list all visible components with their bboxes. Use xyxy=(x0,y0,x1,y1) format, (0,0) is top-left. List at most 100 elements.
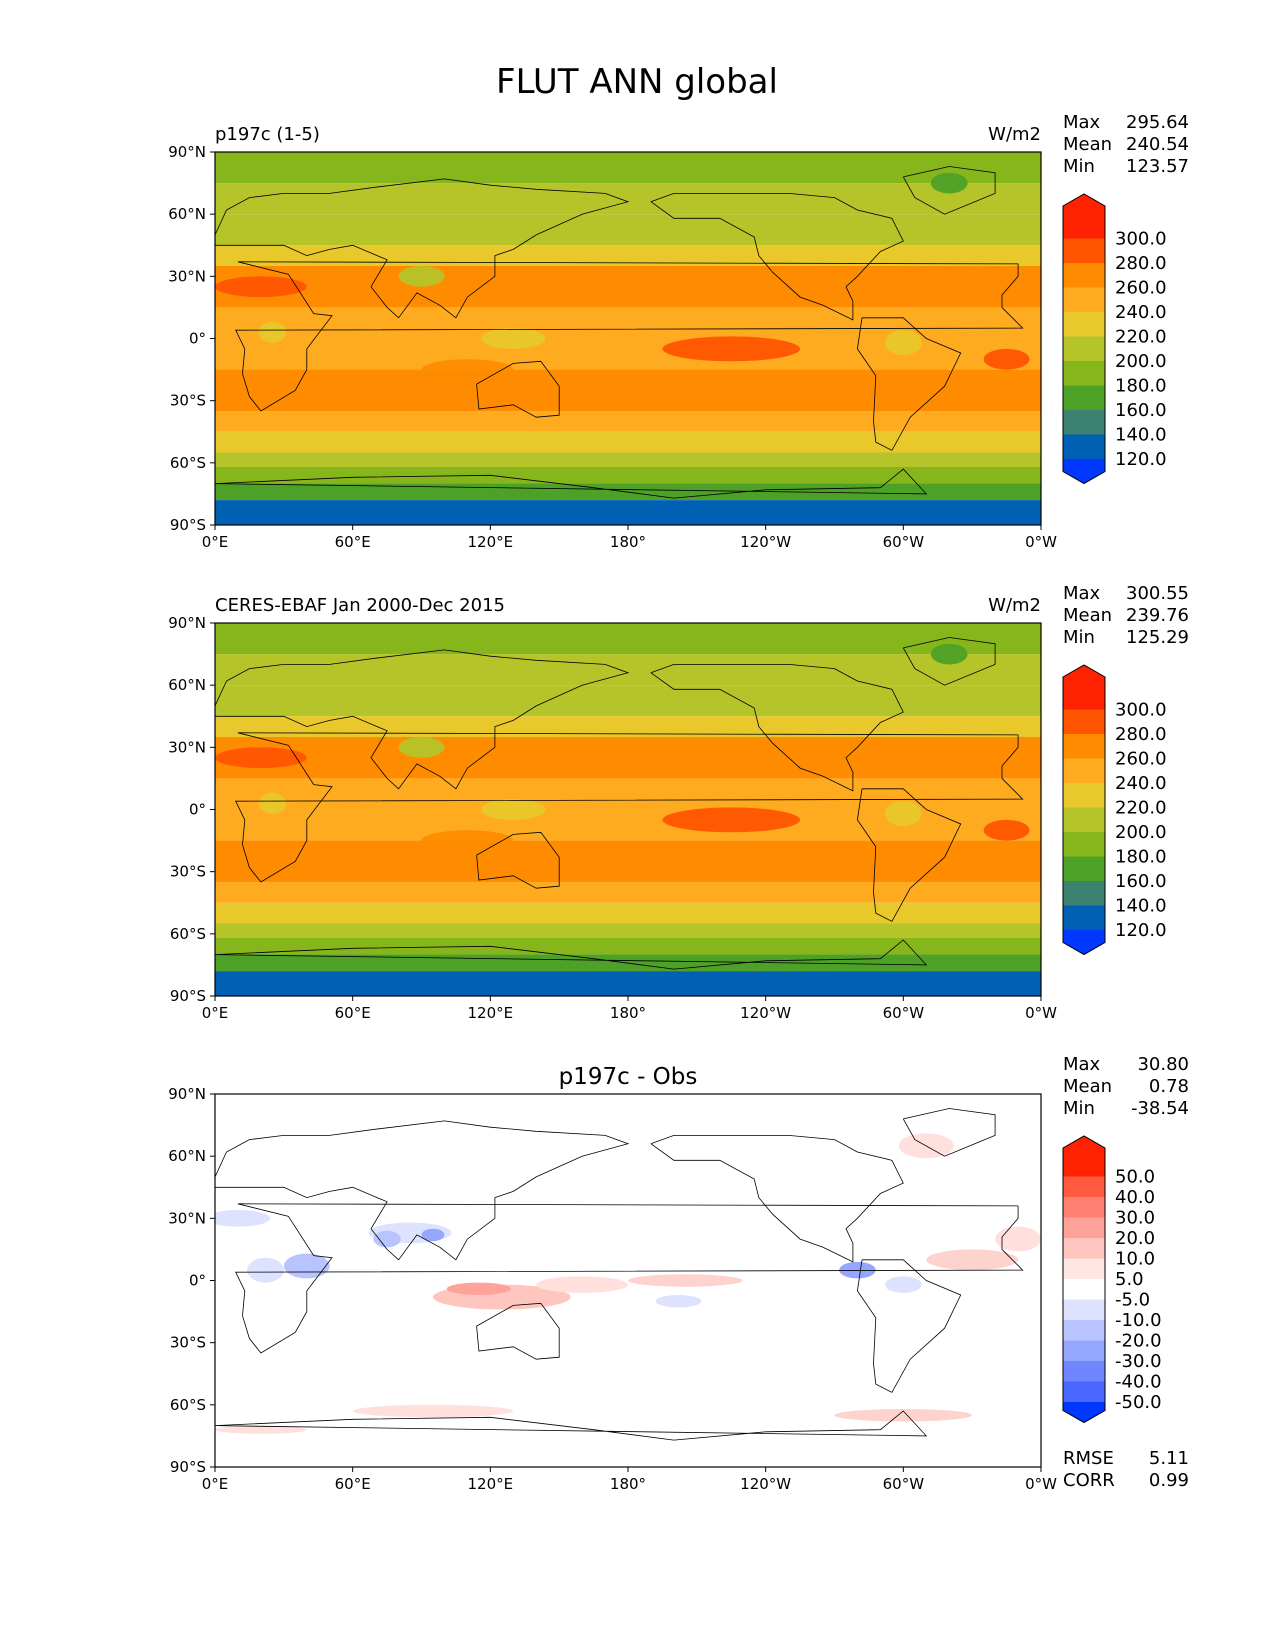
zonal-band-4 xyxy=(215,245,1041,266)
colorbar-segment xyxy=(1063,1279,1105,1300)
y-tick-label: 90°N xyxy=(168,143,206,161)
zonal-band-4 xyxy=(215,716,1041,737)
colorbar: 300.0 280.0 260.0 240.0 220.0 200.0 180.0 160.0… xyxy=(1062,664,1167,956)
field-feature-1 xyxy=(662,807,801,833)
anomaly-feature-14 xyxy=(995,1226,1041,1252)
y-tick-label: 30°S xyxy=(170,392,206,410)
zonal-band-12 xyxy=(215,466,1041,484)
colorbar-segment xyxy=(1063,807,1105,833)
colorbar-tick-label: 160.0 xyxy=(1115,400,1167,421)
colorbar-segment xyxy=(1063,677,1105,710)
colorbar-segment xyxy=(1063,1148,1105,1177)
zonal-band-6 xyxy=(215,307,1041,339)
zonal-band-10 xyxy=(215,902,1041,924)
x-tick-label: 0°E xyxy=(202,1004,229,1022)
zonal-band-1 xyxy=(215,152,1041,184)
field-feature-7 xyxy=(258,792,287,814)
field-feature-7 xyxy=(258,321,287,343)
field-feature-9 xyxy=(930,172,968,194)
y-tick-label: 30°S xyxy=(170,1334,206,1352)
y-tick-label: 0° xyxy=(189,330,206,348)
field-feature-3 xyxy=(421,359,514,380)
zonal-band-14 xyxy=(215,971,1041,996)
coastline-2 xyxy=(215,649,630,790)
anomaly-feature-4 xyxy=(628,1274,743,1287)
panel-units: W/m2 xyxy=(988,124,1041,145)
colorbar-outline xyxy=(1062,1135,1106,1424)
stat-label: Max xyxy=(1063,583,1101,604)
coastline-3 xyxy=(476,831,560,889)
x-tick-label: 0°E xyxy=(202,533,229,551)
zonal-band-12 xyxy=(215,937,1041,955)
colorbar-tick-label: 180.0 xyxy=(1115,376,1167,397)
y-tick-label: 60°N xyxy=(168,1147,206,1165)
colorbar-tick-label: 140.0 xyxy=(1115,425,1167,446)
x-tick-label: 180° xyxy=(610,533,646,551)
y-tick-label: 60°N xyxy=(168,205,206,223)
stat-value: 239.76 xyxy=(1126,605,1189,626)
zonal-band-5 xyxy=(215,265,1041,308)
x-tick-label: 60°W xyxy=(883,1475,925,1493)
colorbar-tick-label: 200.0 xyxy=(1115,822,1167,843)
coastline-1 xyxy=(235,732,1024,883)
anomaly-feature-9 xyxy=(421,1228,445,1242)
x-tick-label: 0°W xyxy=(1025,1004,1057,1022)
anomaly-feature-5 xyxy=(283,1253,330,1279)
stat-value: 123.57 xyxy=(1126,156,1189,177)
x-tick-label: 120°W xyxy=(740,1004,791,1022)
x-tick-label: 120°W xyxy=(740,533,791,551)
metric-value: 5.11 xyxy=(1149,1448,1189,1469)
coastline-3 xyxy=(476,1302,560,1360)
coastline-6 xyxy=(902,166,996,215)
field-feature-2 xyxy=(983,819,1030,841)
colorbar-tick-label: -5.0 xyxy=(1115,1290,1150,1311)
field-feature-8 xyxy=(398,736,445,758)
zonal-band-3 xyxy=(215,214,1041,246)
stat-label: Max xyxy=(1063,112,1101,133)
x-tick-label: 0°E xyxy=(202,1475,229,1493)
colorbar-segment xyxy=(1063,1217,1105,1239)
zonal-band-5 xyxy=(215,736,1041,779)
stat-value: 300.55 xyxy=(1126,583,1189,604)
panel-left-title: CERES-EBAF Jan 2000-Dec 2015 xyxy=(215,595,505,616)
colorbar-outline xyxy=(1062,193,1106,485)
colorbar-segment xyxy=(1063,1238,1105,1259)
zonal-band-14 xyxy=(215,500,1041,525)
colorbar-tick-label: 140.0 xyxy=(1115,896,1167,917)
zonal-band-10 xyxy=(215,431,1041,453)
stat-value: -38.54 xyxy=(1131,1098,1189,1119)
colorbar-segment xyxy=(1063,361,1105,386)
colorbar-tick-label: 40.0 xyxy=(1115,1187,1155,1208)
colorbar-tick-label: 280.0 xyxy=(1115,253,1167,274)
field-feature-8 xyxy=(398,265,445,287)
panel-center-title: p197c - Obs xyxy=(559,1064,698,1090)
field-feature-5 xyxy=(481,328,546,349)
x-tick-label: 180° xyxy=(610,1475,646,1493)
field-feature-4 xyxy=(215,747,307,769)
zonal-band-3 xyxy=(215,685,1041,717)
x-tick-label: 0°W xyxy=(1025,533,1057,551)
y-tick-label: 90°N xyxy=(168,614,206,632)
y-tick-label: 90°N xyxy=(168,1085,206,1103)
anomaly-feature-13 xyxy=(926,1249,1019,1271)
colorbar-segment xyxy=(1063,287,1105,313)
map-area xyxy=(215,1094,1041,1467)
anomaly-feature-11 xyxy=(839,1261,876,1279)
panel-left-title: p197c (1-5) xyxy=(215,124,320,145)
panel-units: W/m2 xyxy=(988,595,1041,616)
coastline-7 xyxy=(215,1410,928,1441)
coastline-3 xyxy=(476,360,560,418)
colorbar-segment xyxy=(1063,1176,1105,1198)
colorbar-segment xyxy=(1063,734,1105,759)
colorbar-segment xyxy=(1063,206,1105,239)
x-tick-label: 120°W xyxy=(740,1475,791,1493)
colorbar-outline xyxy=(1062,664,1106,956)
colorbar-segment xyxy=(1063,783,1105,808)
colorbar-segment xyxy=(1063,1320,1105,1341)
field-feature-2 xyxy=(983,348,1030,370)
colorbar-segment xyxy=(1063,410,1105,435)
colorbar-segment xyxy=(1063,758,1105,784)
metric-label: RMSE xyxy=(1063,1448,1114,1469)
colorbar-tick-label: -50.0 xyxy=(1115,1392,1162,1413)
zonal-band-9 xyxy=(215,882,1041,903)
